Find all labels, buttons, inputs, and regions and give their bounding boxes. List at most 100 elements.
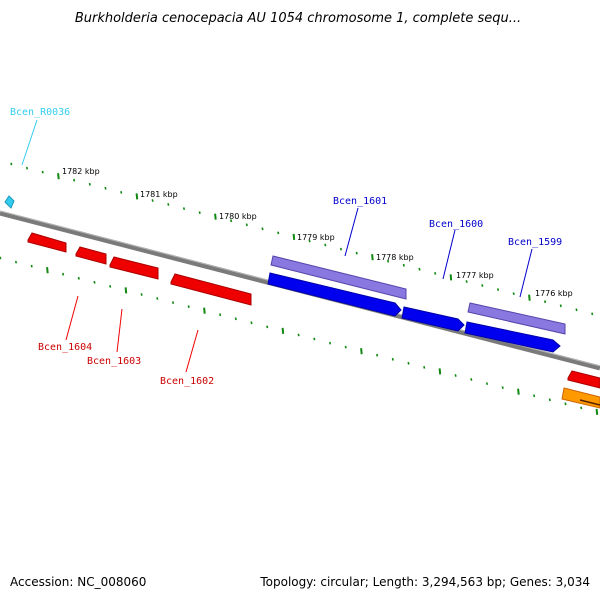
major-tick (57, 173, 60, 180)
minor-tick (407, 361, 410, 365)
reverse-cds-group (27, 232, 600, 409)
minor-tick (104, 186, 107, 190)
rna-gene-label[interactable]: Bcen_R0036 (10, 107, 70, 118)
minor-tick (496, 288, 500, 291)
minor-tick (313, 337, 316, 341)
major-tick (438, 368, 442, 375)
tick-label-1781: 1781 kbp (140, 190, 178, 199)
minor-tick (109, 285, 112, 288)
minor-tick (234, 317, 237, 321)
cds-bcen-1604b[interactable] (75, 246, 107, 265)
forward-cds-group (267, 272, 561, 353)
major-tick (449, 274, 453, 281)
minor-tick (355, 251, 358, 255)
minor-tick (481, 284, 484, 287)
minor-tick (41, 170, 44, 174)
major-tick (292, 233, 296, 240)
map-canvas[interactable]: 1782 kbp 1781 kbp 1780 kbp 1779 kbp 1778… (0, 107, 600, 415)
minor-tick (245, 223, 248, 227)
rna-gene-arrow[interactable] (4, 195, 15, 209)
cds-shadow-bcen-1601[interactable] (270, 255, 407, 300)
minor-tick (120, 191, 123, 194)
minor-tick (25, 166, 29, 170)
leader-bcen-1601 (344, 207, 359, 257)
minor-tick (198, 211, 201, 214)
tick-label-1778: 1778 kbp (376, 253, 414, 262)
cds-bcen-1599[interactable] (464, 321, 561, 353)
cds-bcen-1604[interactable] (27, 232, 67, 253)
gene-label-bcen-1600[interactable]: Bcen_1600 (429, 219, 483, 230)
cds-bcen-1603[interactable] (109, 256, 159, 280)
cds-bcen-1602[interactable] (170, 273, 252, 306)
minor-tick (580, 406, 583, 410)
minor-tick (187, 305, 190, 308)
rna-gene-leader (21, 119, 38, 166)
minor-tick (77, 276, 80, 280)
minor-tick (454, 374, 457, 377)
forward-shadow-group (270, 255, 566, 335)
minor-tick (512, 292, 515, 295)
minor-tick (344, 345, 347, 349)
major-tick (135, 193, 139, 200)
minor-tick (339, 247, 343, 251)
minor-tick (548, 398, 551, 402)
minor-tick (324, 243, 327, 247)
cds-bcen-1600[interactable] (401, 306, 465, 332)
tick-row-outer (10, 162, 594, 316)
major-tick (46, 267, 49, 274)
minor-tick (88, 182, 91, 186)
minor-tick (391, 357, 394, 361)
topology-summary-text: Topology: circular; Length: 3,294,563 bp… (259, 575, 590, 589)
tick-label-1782: 1782 kbp (62, 167, 100, 176)
minor-tick (387, 259, 390, 263)
minor-tick (167, 203, 170, 206)
minor-tick (564, 402, 567, 406)
gene-label-bcen-1603[interactable]: Bcen_1603 (87, 356, 141, 367)
minor-tick (250, 321, 253, 325)
leader-bcen-1604 (65, 295, 79, 341)
minor-tick (465, 280, 468, 283)
cds-bcen-1601[interactable] (267, 272, 402, 317)
minor-tick (434, 272, 437, 275)
major-tick (528, 294, 531, 301)
major-tick (595, 408, 599, 415)
minor-tick (93, 280, 96, 284)
leader-bcen-1603 (116, 308, 123, 353)
major-tick (360, 348, 363, 355)
tick-label-1780: 1780 kbp (219, 212, 257, 221)
major-tick (517, 388, 520, 395)
major-tick (281, 327, 285, 334)
major-tick (371, 254, 374, 261)
gene-label-bcen-1601[interactable]: Bcen_1601 (333, 196, 387, 207)
minor-tick (575, 308, 578, 312)
cds-shadow-bcen-1599[interactable] (467, 302, 566, 335)
minor-tick (156, 297, 159, 300)
minor-tick (261, 227, 264, 231)
gene-label-bcen-1599[interactable]: Bcen_1599 (508, 237, 562, 248)
gene-label-bcen-1604[interactable]: Bcen_1604 (38, 342, 92, 353)
minor-tick (14, 260, 18, 264)
gene-label-bcen-1602[interactable]: Bcen_1602 (160, 376, 214, 387)
cds-right-edge-red[interactable] (567, 370, 600, 389)
minor-tick (0, 256, 2, 260)
minor-tick (423, 366, 426, 369)
minor-tick (182, 207, 186, 210)
minor-tick (376, 353, 379, 357)
cds-right-edge-orange[interactable] (561, 387, 600, 409)
tick-label-1776: 1776 kbp (535, 289, 573, 298)
major-tick (203, 307, 206, 314)
tick-label-1777: 1777 kbp (456, 271, 494, 280)
minor-tick (559, 304, 562, 308)
minor-tick (140, 293, 143, 296)
minor-tick (62, 272, 65, 276)
minor-tick (171, 301, 175, 304)
major-tick (124, 287, 128, 294)
leader-bcen-1600 (442, 229, 456, 280)
minor-tick (297, 333, 300, 337)
minor-tick (308, 239, 311, 243)
tick-label-1779: 1779 kbp (297, 233, 335, 242)
minor-tick (30, 264, 33, 268)
tick-row-inner (0, 256, 599, 415)
minor-tick (151, 199, 154, 202)
